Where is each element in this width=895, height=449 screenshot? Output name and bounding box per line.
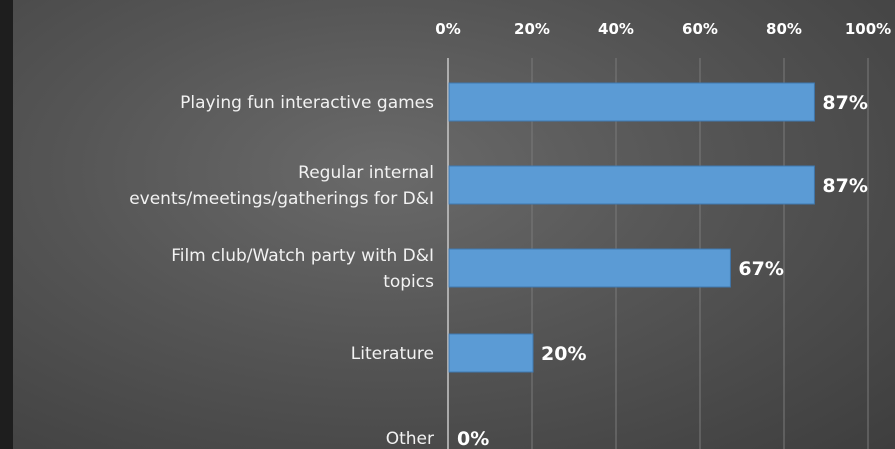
data-label: 67% (738, 258, 783, 280)
bars (448, 82, 815, 373)
bar-chart: 0% 20% 40% 60% 80% 100% Playing fun interacti… (129, 20, 891, 449)
x-tick-label: 100% (845, 20, 891, 38)
category-label: Other (386, 429, 434, 449)
bar (448, 333, 534, 373)
x-tick-label: 0% (435, 20, 460, 38)
category-label: Film club/Watch party with D&I topics (171, 246, 434, 292)
bar (448, 248, 731, 288)
data-label: 87% (822, 92, 867, 114)
x-tick-label: 60% (682, 20, 718, 38)
x-tick-label: 80% (766, 20, 802, 38)
data-label: 87% (822, 175, 867, 197)
category-label: Regular internal events/meetings/gatherin… (129, 163, 434, 209)
data-label: 20% (541, 343, 586, 365)
x-axis: 0% 20% 40% 60% 80% 100% (435, 20, 891, 449)
bar (448, 165, 815, 205)
chart-area: 0% 20% 40% 60% 80% 100% Playing fun interacti… (13, 0, 895, 449)
left-border (0, 0, 13, 449)
category-label: Playing fun interactive games (180, 93, 434, 113)
data-label: 0% (457, 428, 489, 449)
category-labels: Playing fun interactive games Regular int… (129, 93, 434, 449)
x-tick-label: 20% (514, 20, 550, 38)
x-tick-label: 40% (598, 20, 634, 38)
data-labels: 87% 87% 67% 20% 0% (457, 92, 868, 449)
category-label: Literature (351, 344, 434, 364)
bar (448, 82, 815, 122)
